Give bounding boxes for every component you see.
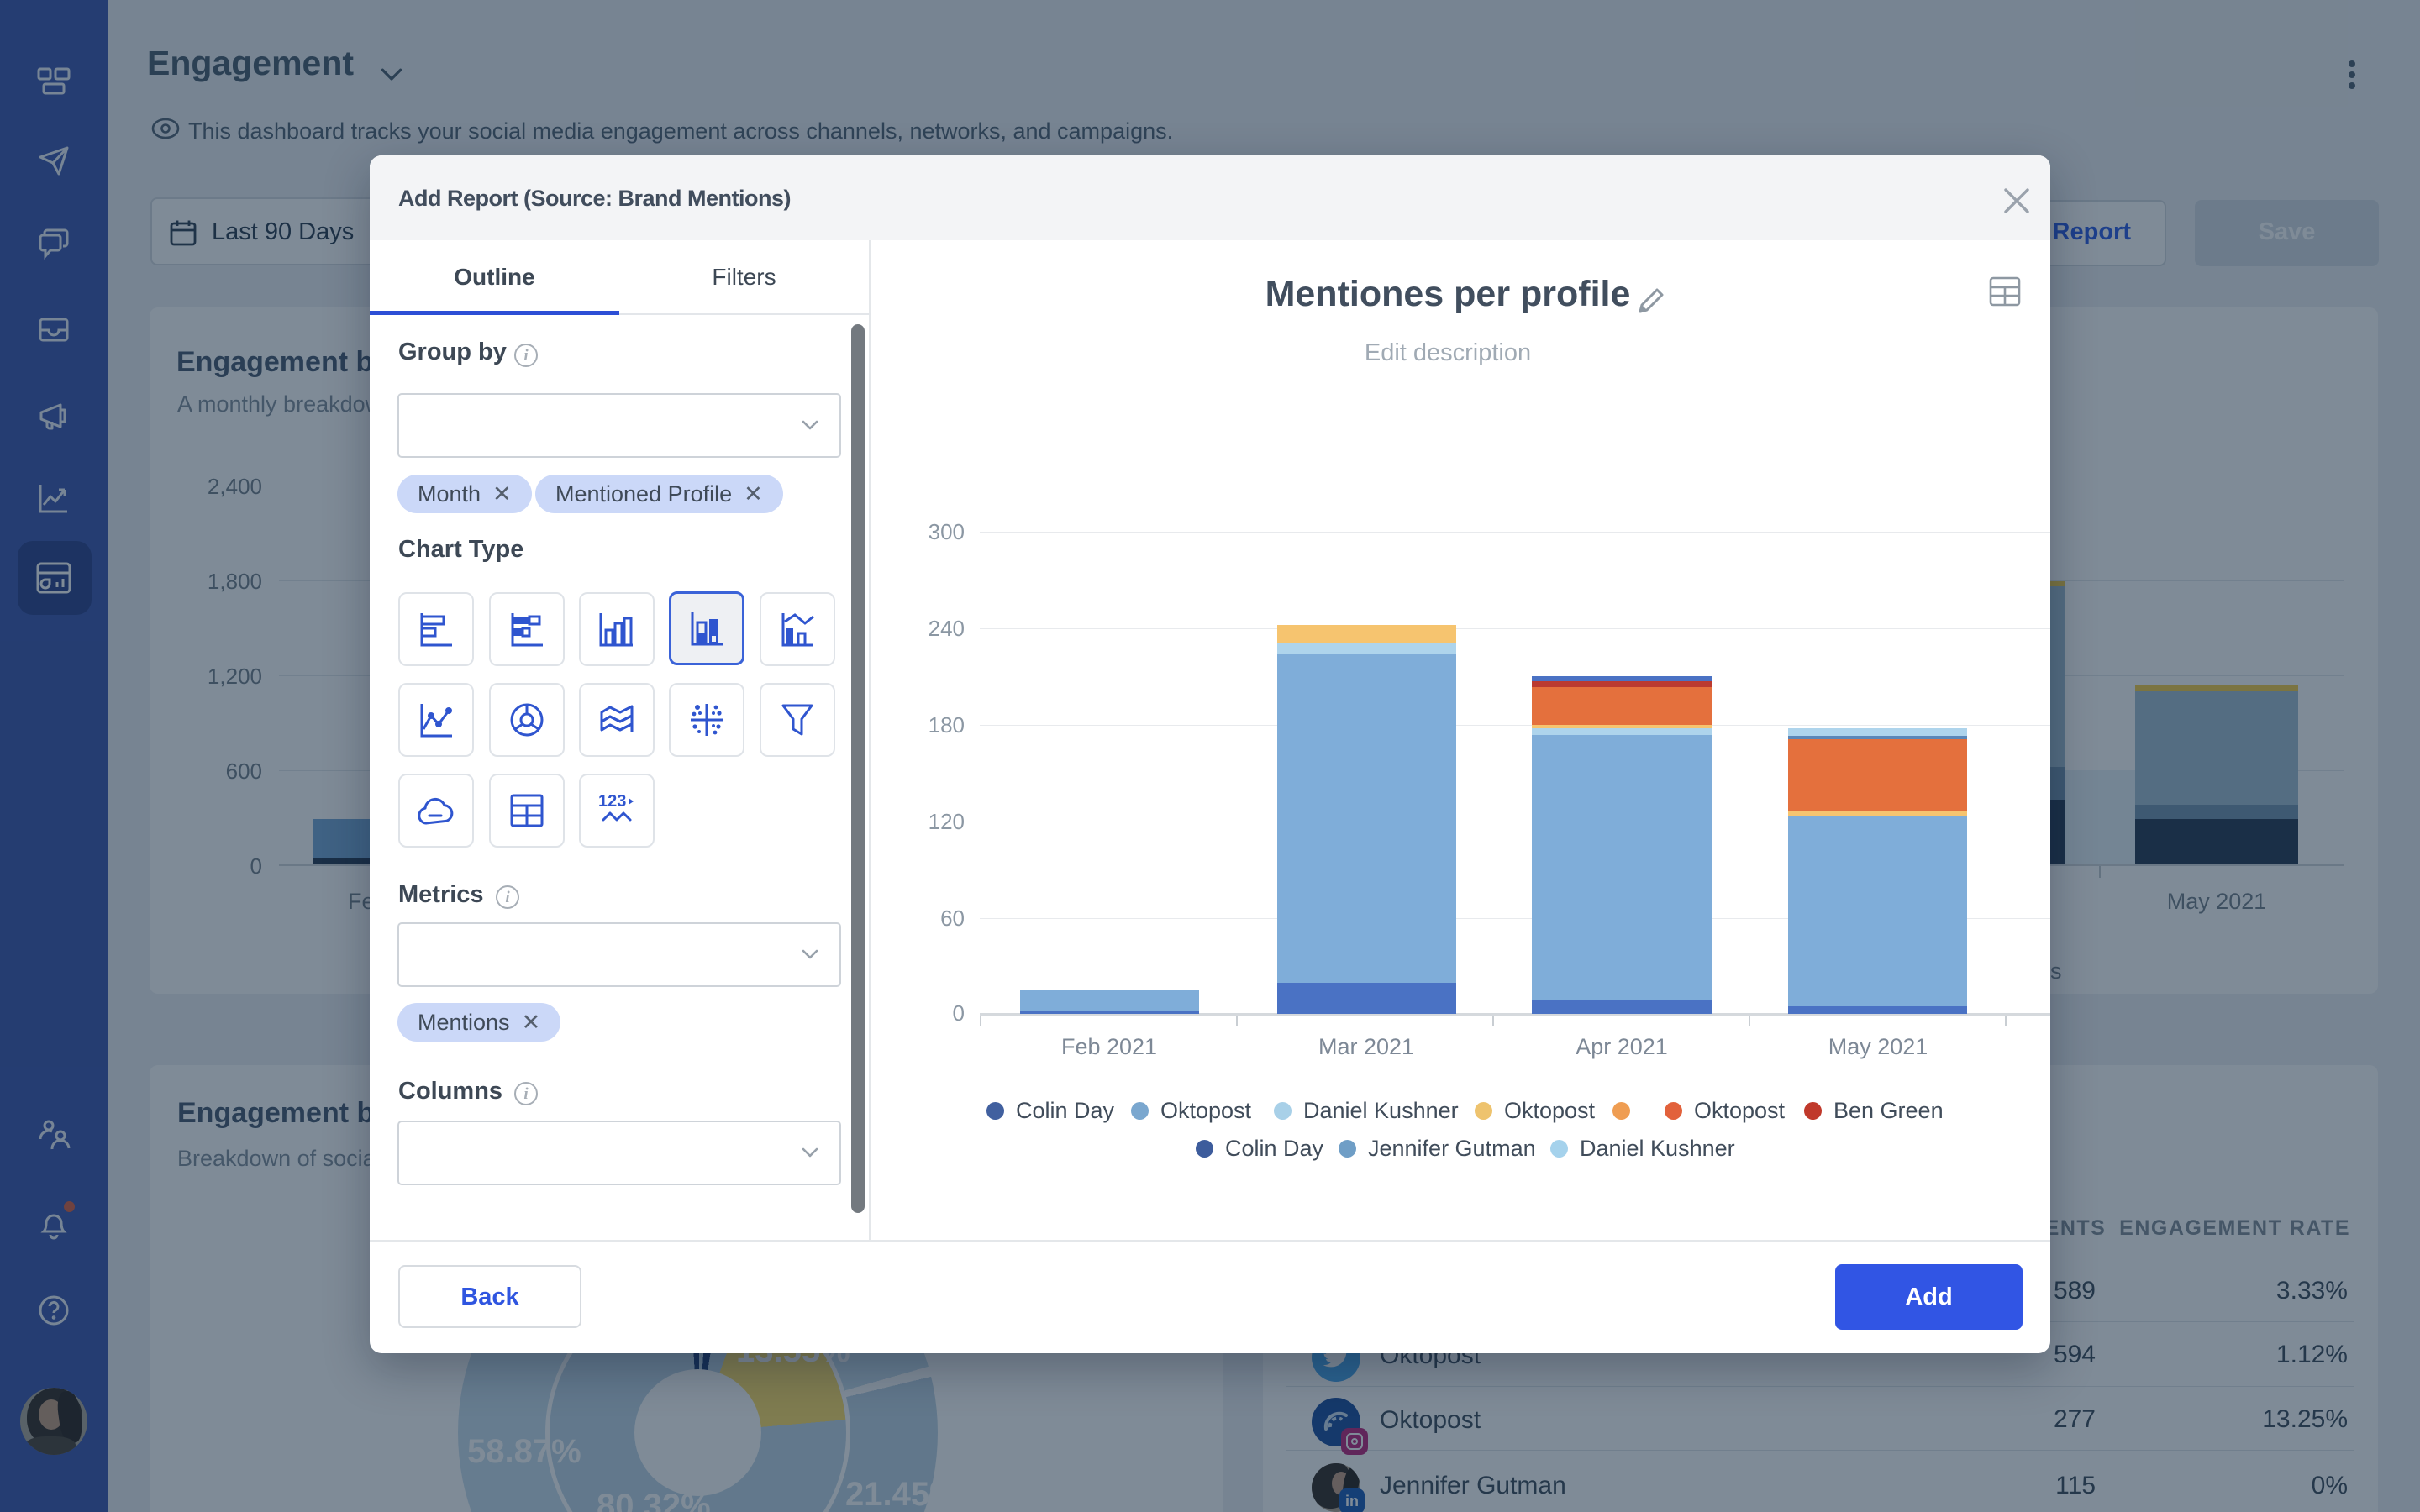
svg-text:123: 123 — [598, 792, 626, 811]
